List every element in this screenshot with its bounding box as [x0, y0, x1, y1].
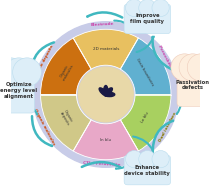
Text: CTL / Perovskite: CTL / Perovskite: [83, 161, 121, 167]
Text: Enhance
device stability: Enhance device stability: [125, 165, 170, 176]
Ellipse shape: [104, 85, 108, 96]
Circle shape: [139, 0, 156, 17]
Wedge shape: [41, 94, 91, 151]
Wedge shape: [73, 120, 138, 160]
FancyBboxPatch shape: [177, 64, 208, 106]
FancyBboxPatch shape: [124, 4, 171, 34]
FancyArrowPatch shape: [153, 121, 173, 154]
FancyArrowPatch shape: [176, 71, 178, 72]
Text: 2D materials: 2D materials: [93, 47, 119, 51]
FancyArrowPatch shape: [87, 12, 122, 18]
Ellipse shape: [99, 88, 107, 96]
Text: Electrode: Electrode: [90, 22, 114, 27]
FancyArrowPatch shape: [32, 42, 54, 71]
Circle shape: [187, 54, 210, 81]
FancyArrowPatch shape: [152, 37, 175, 71]
Wedge shape: [41, 38, 91, 94]
FancyArrowPatch shape: [137, 37, 154, 52]
Wedge shape: [73, 29, 138, 69]
Wedge shape: [120, 38, 171, 94]
Ellipse shape: [105, 88, 112, 96]
Circle shape: [33, 22, 178, 167]
Text: Perovskite / ETL: Perovskite / ETL: [157, 44, 178, 79]
Text: Improve
film quality: Improve film quality: [130, 13, 164, 24]
Text: In blu: In blu: [100, 138, 111, 142]
Circle shape: [152, 0, 169, 17]
Circle shape: [78, 67, 133, 122]
Circle shape: [152, 150, 169, 168]
FancyBboxPatch shape: [3, 68, 34, 113]
Text: Passivation
defects: Passivation defects: [176, 80, 210, 91]
Text: Grain boundaries: Grain boundaries: [136, 57, 155, 86]
FancyArrowPatch shape: [114, 21, 129, 27]
Text: Optimize
energy level
alignment: Optimize energy level alignment: [0, 82, 37, 99]
Text: Organic
molecules: Organic molecules: [58, 62, 75, 82]
Circle shape: [126, 0, 143, 17]
FancyArrowPatch shape: [133, 136, 153, 151]
FancyArrowPatch shape: [34, 110, 37, 115]
Circle shape: [4, 58, 33, 87]
Text: Organic
deposits: Organic deposits: [59, 108, 74, 126]
Circle shape: [126, 150, 143, 168]
Ellipse shape: [104, 92, 115, 97]
Text: Organic deposits: Organic deposits: [34, 44, 54, 79]
Wedge shape: [120, 94, 171, 151]
FancyArrowPatch shape: [82, 162, 121, 167]
FancyArrowPatch shape: [32, 116, 52, 146]
Circle shape: [139, 150, 156, 168]
FancyArrowPatch shape: [33, 72, 36, 75]
Circle shape: [13, 58, 41, 87]
Text: Dual interface: Dual interface: [158, 112, 177, 143]
FancyArrowPatch shape: [116, 161, 132, 169]
Circle shape: [179, 54, 206, 81]
Text: Organic molecules: Organic molecules: [33, 108, 55, 146]
FancyBboxPatch shape: [124, 155, 171, 185]
FancyArrowPatch shape: [177, 103, 181, 114]
Text: La blu: La blu: [140, 111, 150, 123]
Circle shape: [171, 54, 198, 81]
Circle shape: [0, 58, 25, 87]
